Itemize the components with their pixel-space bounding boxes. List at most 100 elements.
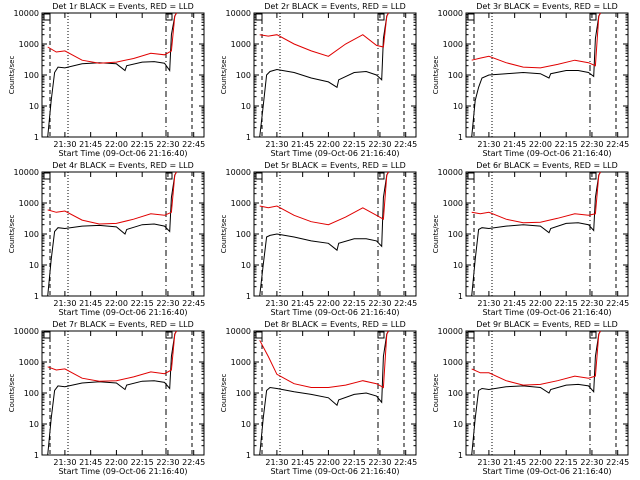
x-tick-label: 22:15 bbox=[131, 458, 154, 467]
x-axis-label: Start Time (09-Oct-06 21:16:40) bbox=[482, 149, 611, 158]
x-tick-label: 22:45 bbox=[394, 140, 417, 149]
y-axis-label: Counts/sec bbox=[220, 374, 228, 413]
x-tick-label: 21:45 bbox=[79, 458, 102, 467]
y-tick-label: 100 bbox=[24, 389, 39, 398]
marker-square bbox=[255, 172, 263, 180]
y-axis-label: Counts/sec bbox=[8, 56, 16, 95]
x-tick-label: 21:45 bbox=[503, 299, 526, 308]
x-tick-label: 22:30 bbox=[368, 140, 391, 149]
x-tick-label: 22:15 bbox=[343, 299, 366, 308]
x-tick-label: 22:15 bbox=[343, 140, 366, 149]
y-tick-label: 10 bbox=[241, 261, 251, 270]
x-tick-label: 21:30 bbox=[265, 458, 288, 467]
y-tick-label: 1 bbox=[458, 292, 463, 301]
marker-square bbox=[255, 331, 263, 339]
x-tick-label: 21:45 bbox=[79, 140, 102, 149]
y-axis-label: Counts/sec bbox=[220, 56, 228, 95]
y-axis-label: Counts/sec bbox=[432, 215, 440, 254]
plot-frame bbox=[253, 330, 417, 456]
events-series-line bbox=[471, 12, 601, 138]
plot-frame bbox=[41, 330, 205, 456]
x-tick-label: 22:15 bbox=[343, 458, 366, 467]
y-tick-label: 10 bbox=[453, 102, 463, 111]
x-tick-label: 21:45 bbox=[291, 140, 314, 149]
events-series-line bbox=[259, 330, 389, 456]
x-tick-label: 22:30 bbox=[580, 458, 603, 467]
x-tick-label: 22:15 bbox=[555, 140, 578, 149]
panel-title: Det 5r BLACK = Events, RED = LLD bbox=[264, 161, 406, 170]
x-axis-label: Start Time (09-Oct-06 21:16:40) bbox=[58, 467, 187, 476]
y-tick-label: 100 bbox=[236, 230, 251, 239]
y-tick-label: 100 bbox=[448, 71, 463, 80]
y-tick-label: 1000 bbox=[231, 358, 251, 367]
y-tick-label: 1000 bbox=[19, 40, 39, 49]
x-tick-label: 21:30 bbox=[477, 299, 500, 308]
x-tick-label: 22:45 bbox=[606, 299, 629, 308]
x-tick-label: 22:30 bbox=[580, 140, 603, 149]
events-series-line bbox=[471, 330, 601, 456]
x-tick-label: 22:15 bbox=[131, 299, 154, 308]
y-tick-label: 1 bbox=[246, 292, 251, 301]
lld-series-line bbox=[259, 171, 389, 226]
x-tick-label: 22:30 bbox=[156, 140, 179, 149]
panel-title: Det 3r BLACK = Events, RED = LLD bbox=[476, 2, 618, 11]
y-tick-label: 1 bbox=[246, 451, 251, 460]
x-tick-label: 22:30 bbox=[156, 299, 179, 308]
y-tick-label: 10000 bbox=[226, 9, 251, 18]
y-tick-label: 10000 bbox=[226, 327, 251, 336]
x-tick-label: 22:30 bbox=[368, 458, 391, 467]
detector-panel: Det 7r BLACK = Events, RED = LLD 1 10 100 10… bbox=[8, 320, 205, 476]
marker-square bbox=[589, 172, 597, 180]
x-tick-label: 22:00 bbox=[105, 299, 128, 308]
y-axis-label: Counts/sec bbox=[8, 374, 16, 413]
marker-square bbox=[589, 331, 597, 339]
x-axis-label: Start Time (09-Oct-06 21:16:40) bbox=[270, 308, 399, 317]
y-tick-label: 10000 bbox=[14, 168, 39, 177]
x-tick-label: 21:30 bbox=[477, 140, 500, 149]
y-axis-label: Counts/sec bbox=[432, 374, 440, 413]
panel-title: Det 2r BLACK = Events, RED = LLD bbox=[264, 2, 406, 11]
x-tick-label: 22:30 bbox=[580, 299, 603, 308]
x-tick-label: 22:45 bbox=[394, 299, 417, 308]
x-tick-label: 21:30 bbox=[53, 299, 76, 308]
events-series-line bbox=[47, 12, 177, 138]
y-tick-label: 10000 bbox=[438, 327, 463, 336]
marker-square bbox=[43, 331, 51, 339]
x-tick-label: 22:00 bbox=[317, 299, 340, 308]
panel-title: Det 7r BLACK = Events, RED = LLD bbox=[52, 320, 194, 329]
x-tick-label: 21:45 bbox=[503, 458, 526, 467]
marker-square bbox=[467, 331, 475, 339]
panel-title: Det 1r BLACK = Events, RED = LLD bbox=[52, 2, 194, 11]
detector-panel: Det 4r BLACK = Events, RED = LLD 1 10 100 10… bbox=[8, 161, 205, 317]
y-tick-label: 1 bbox=[34, 451, 39, 460]
y-tick-label: 10000 bbox=[226, 168, 251, 177]
y-tick-label: 10000 bbox=[438, 9, 463, 18]
x-tick-label: 22:45 bbox=[606, 140, 629, 149]
x-tick-label: 22:45 bbox=[182, 458, 205, 467]
lld-series-line bbox=[471, 330, 601, 386]
x-axis-label: Start Time (09-Oct-06 21:16:40) bbox=[270, 149, 399, 158]
marker-square bbox=[43, 13, 51, 21]
detector-panel: Det 6r BLACK = Events, RED = LLD 1 10 100 10… bbox=[432, 161, 629, 317]
events-series-line bbox=[47, 330, 177, 456]
detector-panel: Det 3r BLACK = Events, RED = LLD 1 10 100 10… bbox=[432, 2, 629, 158]
y-tick-label: 1 bbox=[458, 133, 463, 142]
x-tick-label: 21:30 bbox=[265, 140, 288, 149]
y-tick-label: 1000 bbox=[231, 199, 251, 208]
x-tick-label: 21:30 bbox=[53, 458, 76, 467]
lld-series-line bbox=[259, 330, 389, 389]
panel-title: Det 4r BLACK = Events, RED = LLD bbox=[52, 161, 194, 170]
x-tick-label: 21:45 bbox=[503, 140, 526, 149]
lld-series-line bbox=[47, 12, 177, 64]
x-tick-label: 22:30 bbox=[156, 458, 179, 467]
x-tick-label: 22:00 bbox=[105, 140, 128, 149]
detector-panel: Det 1r BLACK = Events, RED = LLD 1 10 100 10… bbox=[8, 2, 205, 158]
y-tick-label: 10000 bbox=[14, 9, 39, 18]
y-tick-label: 10 bbox=[241, 420, 251, 429]
x-axis-label: Start Time (09-Oct-06 21:16:40) bbox=[482, 467, 611, 476]
y-tick-label: 100 bbox=[236, 389, 251, 398]
y-tick-label: 10 bbox=[453, 420, 463, 429]
plot-frame bbox=[41, 12, 205, 138]
y-tick-label: 1000 bbox=[443, 358, 463, 367]
marker-square bbox=[255, 13, 263, 21]
